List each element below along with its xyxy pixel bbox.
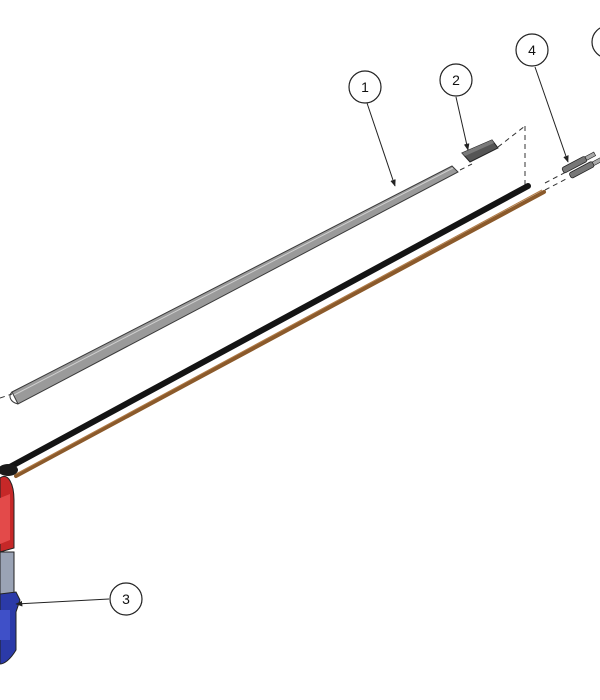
cable-black xyxy=(5,183,531,471)
flat-strip-highlight xyxy=(13,167,454,396)
leader-3 xyxy=(15,598,110,607)
balloon-3-label: 3 xyxy=(122,591,130,607)
balloon-2: 2 xyxy=(439,63,473,97)
balloon-3: 3 xyxy=(109,582,143,616)
end-cap xyxy=(461,139,499,163)
balloon-4-label: 4 xyxy=(528,42,536,58)
balloon-partial xyxy=(591,27,600,57)
balloon-1-label: 1 xyxy=(361,79,369,95)
leader-1 xyxy=(366,102,396,187)
motor-housing xyxy=(0,464,21,665)
dashed-construction-lines xyxy=(0,125,569,399)
balloon-1: 1 xyxy=(348,70,382,104)
flat-strip xyxy=(9,165,459,405)
leader-2 xyxy=(455,96,470,151)
leader-4 xyxy=(534,66,569,163)
flat-strip-end xyxy=(9,391,19,405)
cable-pair xyxy=(5,183,546,478)
balloon-4: 4 xyxy=(515,33,549,67)
cable-brown xyxy=(14,190,546,478)
flat-strip-body xyxy=(11,165,459,405)
connector-pins xyxy=(561,151,600,179)
balloon-2-label: 2 xyxy=(452,72,460,88)
leader-lines xyxy=(15,66,569,607)
